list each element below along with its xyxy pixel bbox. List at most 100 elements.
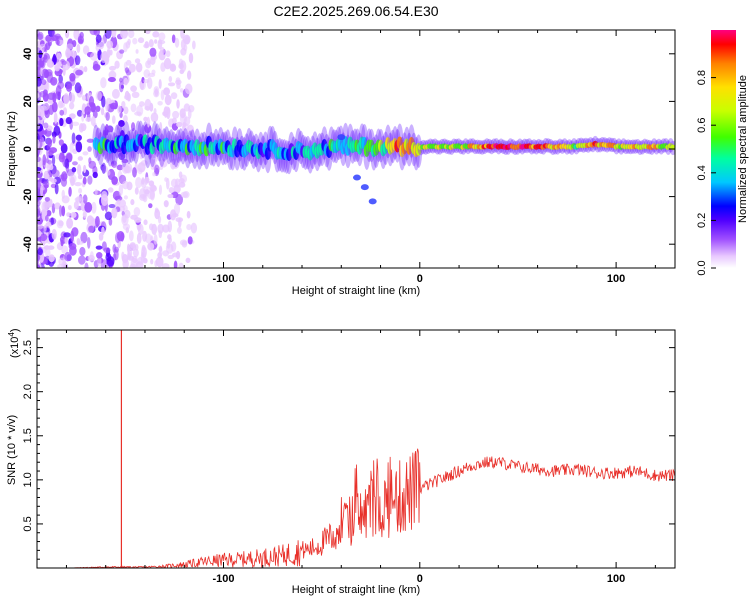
spectrogram-noise-blob	[42, 92, 49, 102]
spectrogram-noise-blob	[130, 85, 137, 92]
spectrogram-y-tick-label: 40	[22, 48, 34, 60]
spectrogram-noise-blob	[45, 247, 51, 259]
spectrogram-noise-blob	[77, 156, 84, 161]
spectrogram-noise-blob	[37, 156, 41, 163]
spectrogram-noise-blob	[167, 193, 174, 199]
spectrogram-noise-blob	[95, 127, 102, 139]
spectrogram-noise-blob	[157, 252, 162, 259]
spectrogram-noise-blob	[84, 201, 93, 213]
spectrogram-noise-blob	[155, 256, 164, 268]
spectrogram-y-tick-label: -20	[22, 189, 34, 205]
spectrogram-noise-blob	[58, 205, 63, 217]
spectrogram-noise-blob	[88, 225, 95, 233]
spectrogram-noise-blob	[48, 104, 54, 116]
spectrogram-noise-blob	[141, 246, 147, 258]
spectrogram-noise-blob	[150, 185, 157, 192]
spectrogram-noise-blob	[43, 224, 47, 232]
spectrogram-noise-blob	[153, 234, 158, 245]
spectrogram-noise-blob	[73, 30, 80, 40]
spectrogram-noise-blob	[104, 30, 112, 39]
spectrogram-noise-blob	[167, 82, 176, 87]
spectrogram-noise-blob	[37, 242, 42, 248]
spectrogram-noise-blob	[58, 257, 65, 266]
spectrogram-noise-blob	[178, 181, 186, 188]
spectrogram-noise-blob	[171, 117, 177, 124]
colorbar-label: Normalized spectral amplitude	[737, 75, 749, 223]
spectrogram-noise-blob	[108, 203, 116, 209]
spectrogram-noise-blob	[135, 261, 144, 268]
spectrogram-noise-blob	[59, 117, 64, 127]
spectrogram-noise-blob	[150, 258, 154, 265]
spectrogram-noise-blob	[105, 111, 110, 121]
spectrogram-noise-blob	[118, 184, 124, 196]
spectrogram-noise-blob	[86, 215, 94, 225]
colorbar-tick-label: 0.2	[696, 213, 708, 228]
spectrogram-noise-blob	[109, 102, 118, 110]
snr-multiplier-exp: 4	[7, 332, 16, 337]
spectrogram-noise-blob	[106, 40, 114, 49]
colorbar-gradient	[711, 30, 736, 268]
spectrogram-noise-blob	[127, 30, 135, 39]
spectrogram-noise-blob	[121, 159, 129, 164]
spectrogram-noise-blob	[72, 161, 78, 166]
spectrogram-noise-blob	[83, 66, 88, 73]
spectrogram-noise-blob	[182, 191, 190, 199]
spectrogram-noise-blob	[75, 195, 84, 204]
spectrogram-noise-blob	[180, 30, 185, 40]
spectrogram-noise-blob	[129, 263, 137, 268]
spectrogram-noise-blob	[75, 134, 82, 141]
colorbar-tick-label: 0.8	[696, 70, 708, 85]
spectrogram-noise-blob	[63, 232, 71, 238]
spectrogram-noise-blob	[123, 106, 129, 115]
spectrogram-noise-blob	[168, 186, 175, 194]
spectrogram-noise-blob	[180, 174, 188, 184]
spectrogram-noise-blob	[87, 175, 93, 185]
spectrogram-noise-blob	[189, 129, 195, 138]
spectrogram-noise-blob	[132, 167, 137, 178]
spectrogram-noise-blob	[96, 252, 103, 259]
spectrogram-noise-blob	[100, 51, 108, 64]
spectrogram-noise-blob	[133, 206, 141, 217]
spectrogram-noise-blob	[64, 251, 71, 262]
spectrogram-noise-blob	[147, 242, 155, 251]
spectrogram-noise-blob	[101, 162, 106, 174]
spectrogram-noise-blob	[180, 38, 186, 50]
spectrogram-noise-blob	[76, 240, 84, 245]
spectrogram-noise-blob	[123, 115, 128, 123]
spectrogram-noise-blob	[64, 235, 69, 245]
spectrogram-noise-blob	[68, 92, 76, 104]
spectrogram-noise-blob	[54, 33, 61, 39]
spectrogram-noise-blob	[51, 30, 56, 38]
spectrogram-noise-blob	[158, 32, 166, 41]
spectrogram-noise-blob	[44, 196, 50, 202]
spectrogram-noise-blob	[40, 110, 45, 118]
spectrogram-noise-blob	[89, 52, 98, 61]
spectrogram-noise-blob	[104, 211, 113, 221]
spectrogram-noise-blob	[64, 30, 70, 39]
spectrogram-noise-blob	[143, 78, 150, 84]
spectrogram-noise-blob	[111, 207, 118, 219]
spectrogram-x-label: Height of straight line (km)	[292, 285, 420, 297]
spectrogram-noise-blob	[48, 164, 54, 171]
spectrogram-noise-blob	[103, 247, 111, 253]
spectrogram-noise-blob	[57, 61, 63, 67]
snr-y-tick-label: 0.5	[22, 516, 34, 531]
spectrogram-noise-blob	[159, 47, 165, 56]
spectrogram-noise-blob	[121, 180, 130, 190]
spectrogram-noise-blob	[123, 195, 128, 200]
spectrogram-branch-blob	[368, 198, 377, 205]
spectrogram-noise-blob	[178, 63, 184, 70]
spectrogram-noise-blob	[135, 177, 142, 189]
spectrogram-noise-blob	[176, 156, 181, 164]
spectrogram-noise-blob	[58, 100, 64, 109]
spectrogram-noise-blob	[190, 222, 198, 234]
spectrogram-noise-blob	[185, 155, 190, 161]
spectrogram-noise-blob	[121, 100, 126, 109]
spectrogram-noise-blob	[130, 199, 135, 206]
spectrogram-noise-blob	[162, 250, 169, 257]
spectrogram-noise-blob	[176, 121, 183, 128]
spectrogram-noise-blob	[165, 50, 171, 58]
spectrogram-noise-blob	[65, 48, 72, 59]
spectrogram-noise-blob	[184, 83, 193, 95]
